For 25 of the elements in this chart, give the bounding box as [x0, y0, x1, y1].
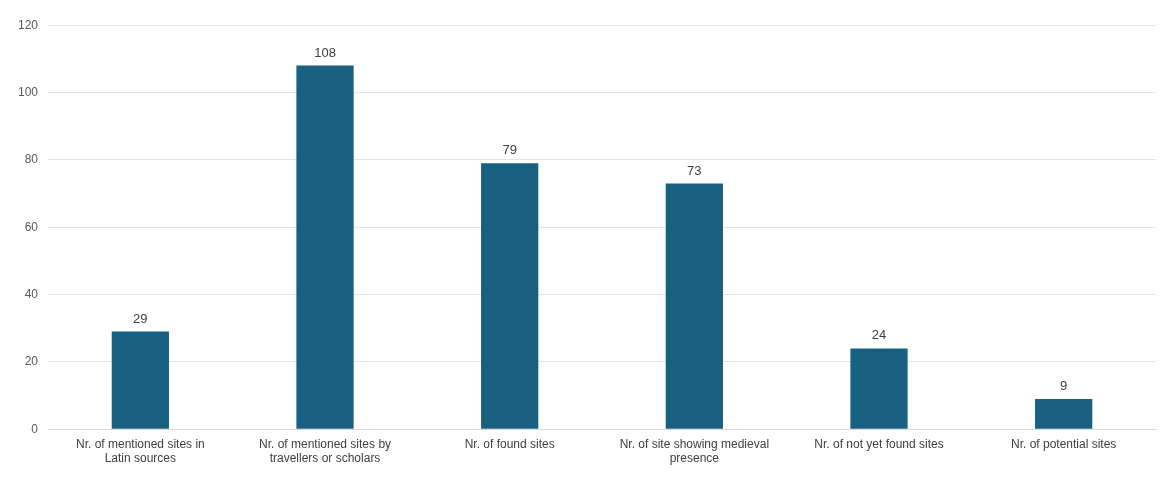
- bar: [665, 183, 723, 429]
- y-tick-label: 40: [24, 286, 39, 301]
- x-tick-label: Nr. of mentioned sites by travellers or scholars: [258, 436, 392, 466]
- data-label: 108: [314, 44, 336, 60]
- bar: [1035, 398, 1093, 429]
- x-tick-label: Nr. of not yet found sites: [814, 436, 944, 451]
- x-tick-label: Nr. of mentioned sites in Latin sources: [75, 436, 205, 466]
- bar: [481, 163, 539, 429]
- x-tick-label: Nr. of site showing medieval presence: [619, 436, 770, 466]
- bar: [850, 348, 908, 429]
- data-label: 73: [687, 162, 702, 178]
- x-tick-label: Nr. of potential sites: [1010, 436, 1117, 451]
- x-tick-label: Nr. of found sites: [464, 436, 555, 451]
- y-tick-label: 20: [24, 354, 39, 369]
- data-label: 9: [1060, 377, 1068, 393]
- data-label: 29: [133, 310, 148, 326]
- y-tick-label: 120: [17, 17, 39, 32]
- bar: [111, 331, 169, 429]
- y-tick-label: 0: [31, 421, 39, 436]
- bar: [296, 65, 354, 429]
- data-label: 79: [502, 142, 517, 158]
- y-tick-label: 60: [24, 219, 39, 234]
- y-tick-label: 100: [17, 84, 39, 99]
- y-tick-label: 80: [24, 152, 39, 167]
- data-label: 24: [871, 327, 887, 343]
